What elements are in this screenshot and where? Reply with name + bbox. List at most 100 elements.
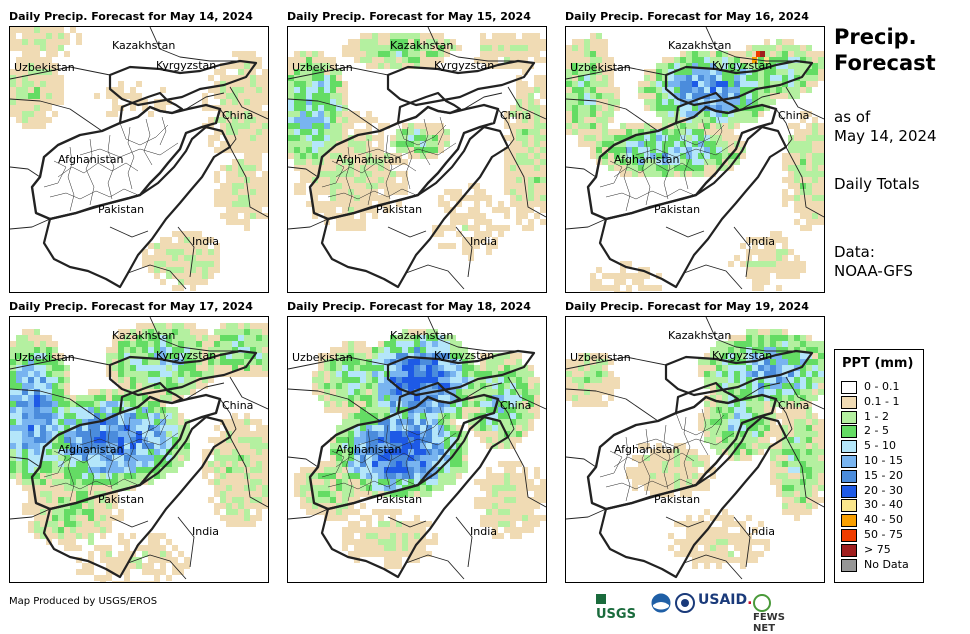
precip-cell: [312, 153, 318, 159]
precip-cell: [52, 527, 58, 533]
precip-cell: [232, 449, 238, 455]
precip-cell: [596, 285, 602, 291]
precip-cell: [590, 401, 596, 407]
precip-cell: [516, 353, 522, 359]
precip-cell: [818, 75, 824, 81]
panel-title: Daily Precip. Forecast for May 16, 2024: [565, 10, 809, 23]
precip-cell: [384, 341, 390, 347]
precip-cell: [226, 171, 232, 177]
precip-cell: [232, 183, 238, 189]
precip-cell: [82, 473, 88, 479]
precip-cell: [602, 75, 608, 81]
precip-cell: [160, 329, 166, 335]
precip-cell: [522, 51, 528, 57]
precip-cell: [348, 111, 354, 117]
precip-cell: [420, 527, 426, 533]
precip-cell: [28, 389, 34, 395]
precip-cell: [16, 57, 22, 63]
precip-cell: [510, 141, 516, 147]
precip-cell: [740, 389, 746, 395]
precip-cell: [510, 171, 516, 177]
precip-cell: [752, 335, 758, 341]
precip-cell: [408, 473, 414, 479]
precip-cell: [34, 509, 40, 515]
precip-cell: [52, 347, 58, 353]
precip-cell: [444, 141, 450, 147]
precip-cell: [40, 353, 46, 359]
precip-cell: [244, 521, 250, 527]
precip-cell: [450, 365, 456, 371]
precip-cell: [166, 267, 172, 273]
precip-cell: [58, 467, 64, 473]
precip-cell: [214, 177, 220, 183]
precip-cell: [360, 431, 366, 437]
precip-cell: [426, 371, 432, 377]
precip-cell: [794, 51, 800, 57]
precip-cell: [184, 279, 190, 285]
precip-cell: [638, 171, 644, 177]
precip-cell: [118, 485, 124, 491]
precip-cell: [58, 479, 64, 485]
precip-cell: [420, 443, 426, 449]
precip-cell: [378, 407, 384, 413]
precip-cell: [770, 431, 776, 437]
precip-cell: [728, 111, 734, 117]
precip-cell: [788, 407, 794, 413]
precip-cell: [716, 371, 722, 377]
precip-cell: [432, 63, 438, 69]
precip-cell: [142, 353, 148, 359]
precip-cell: [106, 575, 112, 581]
precip-cell: [348, 51, 354, 57]
precip-cell: [504, 57, 510, 63]
precip-cell: [776, 359, 782, 365]
precip-cell: [34, 117, 40, 123]
precip-cell: [58, 443, 64, 449]
precip-cell: [722, 419, 728, 425]
precip-cell: [82, 425, 88, 431]
precip-cell: [76, 485, 82, 491]
precip-cell: [432, 341, 438, 347]
precip-cell: [184, 329, 190, 335]
precip-cell: [130, 105, 136, 111]
precip-cell: [94, 485, 100, 491]
precip-cell: [414, 545, 420, 551]
precip-cell: [626, 147, 632, 153]
country-border: [127, 264, 187, 290]
precip-cell: [58, 527, 64, 533]
precip-cell: [318, 135, 324, 141]
precip-cell: [740, 93, 746, 99]
precip-cell: [504, 425, 510, 431]
precip-cell: [214, 129, 220, 135]
precip-cell: [534, 111, 540, 117]
precip-cell: [812, 159, 818, 165]
precip-cell: [262, 455, 268, 461]
precip-cell: [794, 347, 800, 353]
precip-cell: [722, 425, 728, 431]
precip-cell: [262, 177, 268, 183]
precip-cell: [46, 407, 52, 413]
precip-cell: [250, 449, 256, 455]
precip-cell: [76, 533, 82, 539]
precip-cell: [378, 515, 384, 521]
precip-cell: [614, 135, 620, 141]
precip-cell: [764, 63, 770, 69]
pakistan-outline: [320, 125, 510, 289]
precip-cell: [782, 87, 788, 93]
precip-cell: [734, 389, 740, 395]
precip-cell: [734, 365, 740, 371]
precip-cell: [480, 51, 486, 57]
precip-cell: [510, 165, 516, 171]
precip-cell: [486, 413, 492, 419]
precip-cell: [366, 111, 372, 117]
precip-cell: [154, 533, 160, 539]
precip-cell: [22, 329, 28, 335]
precip-cell: [390, 407, 396, 413]
precip-cell: [160, 413, 166, 419]
precip-cell: [64, 473, 70, 479]
precip-cell: [64, 51, 70, 57]
precip-cell: [396, 359, 402, 365]
precip-cell: [396, 57, 402, 63]
precip-cell: [596, 81, 602, 87]
precip-cell: [528, 425, 534, 431]
precip-cell: [438, 419, 444, 425]
